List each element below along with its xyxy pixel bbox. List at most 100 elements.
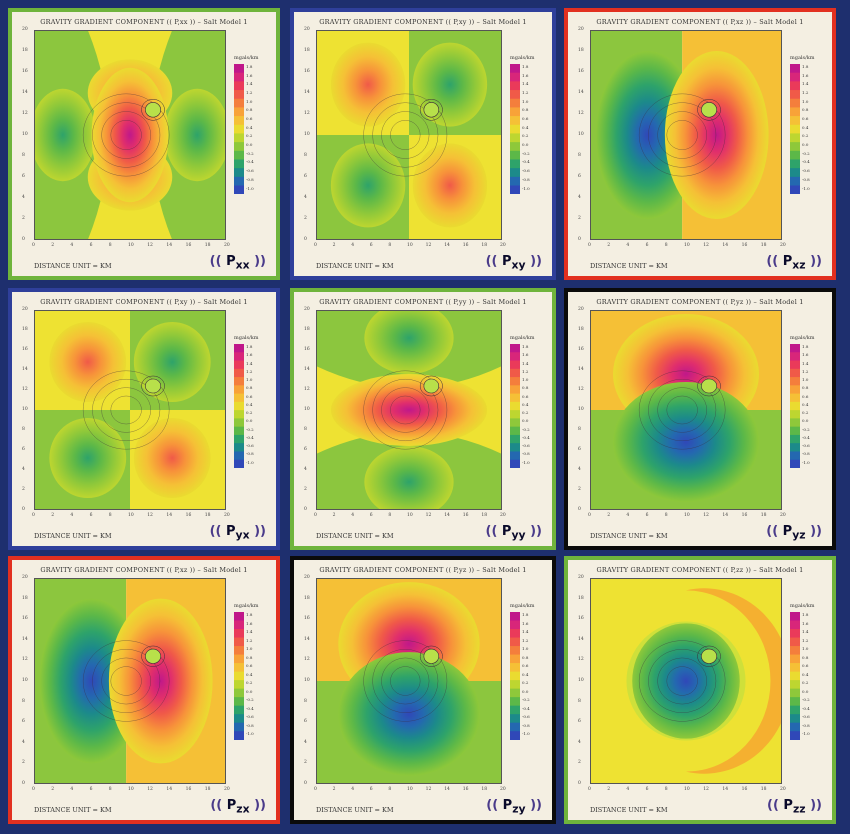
colorbar-tick-label: 1.0 [246,377,253,383]
colorbar-labels: 1.8 1.6 1.4 1.2 1.0 0.8 0.6 0.4 0.2 0.0 -0.2 -0.4 -0… [522,344,540,468]
colorbar-unit-label: mgals/km [510,335,535,341]
colorbar-swatch [234,663,244,673]
colorbar-tick-label: 1.2 [246,90,253,96]
colorbar-swatch [510,410,520,419]
colorbar-tick-label: 1.8 [246,64,253,69]
colorbar-swatch [234,385,244,395]
colorbar [790,612,800,740]
y-tick-label: 4 [22,467,25,472]
x-tick-label: 12 [703,787,709,792]
colorbar-swatch [234,612,244,622]
y-tick-label: 14 [304,636,310,642]
colorbar-swatch [234,352,244,362]
colorbar-swatch [510,418,520,428]
colorbar-swatch [790,352,800,362]
y-tick-label: 2 [578,216,581,221]
colorbar-swatch [790,418,800,428]
colorbar-swatch [234,377,244,386]
x-tick-label: 6 [369,243,373,248]
colorbar-tick-label: 0.0 [246,418,253,424]
y-axis-ticks: 20 18 16 14 12 10 8 6 4 2 0 [304,575,314,786]
gradient-panel-yz: GRAVITY GRADIENT COMPONENT (( P,yz )) – … [564,288,836,550]
colorbar-tick-label: 1.2 [522,90,529,96]
colorbar-tick-label: 1.6 [246,620,253,626]
y-tick-label: 10 [304,132,310,137]
colorbar-swatch [790,410,800,419]
colorbar-tick-label: 1.6 [802,620,809,626]
y-tick-label: 6 [578,174,581,179]
colorbar-tick-label: -0.6 [802,168,810,174]
colorbar-swatch [790,133,800,143]
y-tick-label: 6 [578,719,581,725]
y-tick-label: 12 [22,111,28,116]
colorbar-tick-label: 0.8 [522,107,529,113]
colorbar-tick-label: -0.8 [802,451,810,457]
colorbar-tick-label: -0.4 [522,434,530,440]
colorbar-tick-label: -0.4 [246,705,254,711]
component-subscript: zy [512,803,526,816]
y-tick-label: 20 [22,307,28,312]
distance-unit-label: DISTANCE UNIT = KM [316,532,394,540]
y-tick-label: 0 [304,237,307,242]
gradient-panel-yy: GRAVITY GRADIENT COMPONENT (( P,yy )) – … [290,288,556,550]
colorbar-tick-label: 1.2 [522,368,529,374]
colorbar-swatch [234,620,244,630]
component-tag: (( Pxy )) [485,254,542,272]
y-tick-label: 16 [304,347,310,352]
colorbar-tick-label: -0.8 [246,451,254,457]
x-tick-label: 0 [32,243,35,248]
colorbar-swatch [510,81,520,91]
colorbar-swatch [790,697,800,707]
y-tick-label: 0 [304,781,307,786]
colorbar-swatch [510,385,520,395]
colorbar-swatch [510,612,520,622]
colorbar-swatch [790,393,800,403]
colorbar-tick-label: 1.4 [246,629,253,635]
y-tick-label: 2 [22,487,25,492]
x-axis-ticks: 0 2 4 6 8 10 12 14 16 18 20 [314,787,506,795]
distance-unit-label: DISTANCE UNIT = KM [316,806,394,814]
x-tick-label: 14 [166,787,173,792]
colorbar-swatch [790,443,800,452]
x-tick-label: 12 [425,243,432,248]
y-tick-label: 6 [304,719,307,725]
y-tick-label: 20 [578,307,584,312]
colorbar-tick-label: 0.4 [802,124,809,130]
x-tick-label: 20 [500,243,506,248]
contour-map [590,310,782,510]
colorbar-swatch [510,629,520,639]
y-tick-label: 10 [578,407,584,412]
colorbar-swatch [510,124,520,134]
x-tick-label: 0 [588,243,591,248]
x-tick-label: 20 [224,787,230,792]
colorbar-tick-label: 0.0 [522,142,529,148]
colorbar-tick-label: 0.8 [522,385,529,391]
colorbar-swatch [790,612,800,622]
contour-map [316,310,502,510]
colorbar-tick-label: 1.6 [522,72,529,78]
colorbar-swatch [790,680,800,690]
x-tick-label: 6 [89,787,93,792]
component-subscript: xy [511,259,526,272]
y-tick-label: 12 [578,387,584,392]
colorbar-tick-label: -0.6 [246,443,254,449]
y-tick-label: 16 [578,347,584,352]
y-tick-label: 6 [578,447,581,452]
x-tick-label: 8 [108,513,112,518]
x-tick-label: 10 [128,787,134,792]
colorbar-swatch [790,98,800,108]
x-tick-label: 8 [664,243,668,248]
colorbar-tick-label: -1.0 [522,185,530,191]
colorbar-tick-label: 1.8 [246,344,253,349]
x-tick-label: 0 [32,513,35,518]
colorbar-tick-label: 0.6 [802,393,809,399]
x-tick-label: 0 [588,513,591,518]
colorbar-tick-label: -0.8 [802,722,810,728]
colorbar-tick-label: -0.6 [522,714,530,720]
colorbar-swatch [510,637,520,647]
y-tick-label: 14 [22,90,28,95]
colorbar-swatch [234,81,244,91]
colorbar-tick-label: 1.6 [522,620,529,626]
y-tick-label: 10 [578,678,584,683]
